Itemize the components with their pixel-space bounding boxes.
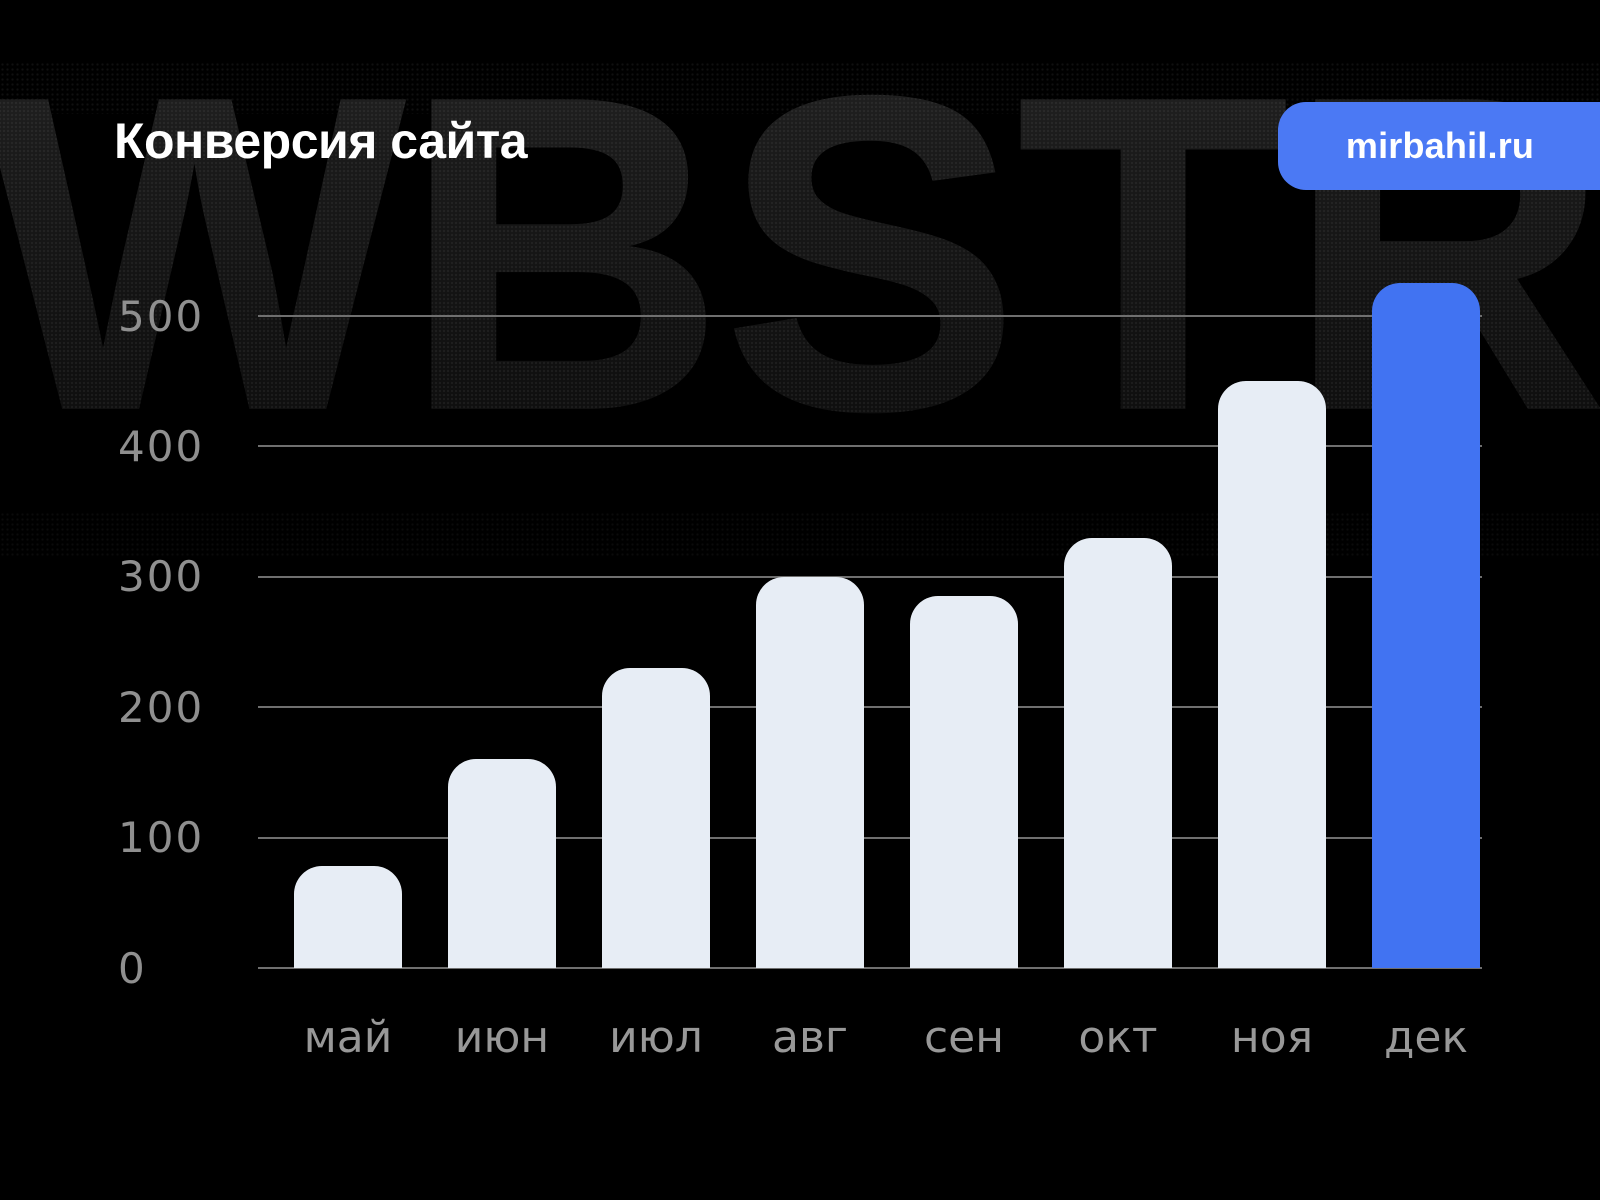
dither-noise-band: [0, 512, 1600, 558]
x-label-сен: сен: [923, 1012, 1005, 1063]
x-label-авг: авг: [771, 1012, 848, 1063]
x-label-дек: дек: [1383, 1012, 1469, 1063]
x-label-июн: июн: [454, 1012, 550, 1063]
x-label-ноя: ноя: [1230, 1012, 1314, 1063]
bar-сен: [910, 596, 1018, 968]
site-url-badge[interactable]: mirbahil.ru: [1278, 102, 1600, 190]
bar-июл: [602, 668, 710, 968]
bar-май: [294, 866, 402, 968]
gridline-400: [258, 445, 1482, 448]
gridline-100: [258, 836, 1482, 839]
site-url-label: mirbahil.ru: [1345, 125, 1535, 166]
x-label-май: май: [303, 1012, 393, 1063]
bar-ноя: [1218, 381, 1326, 968]
gridline-200: [258, 706, 1482, 709]
bar-дек: [1372, 283, 1480, 968]
bar-авг: [756, 576, 864, 968]
bar-июн: [448, 759, 556, 968]
gridline-500: [258, 315, 1482, 317]
gridline-300: [258, 575, 1482, 578]
x-label-окт: окт: [1078, 1012, 1158, 1063]
bar-окт: [1064, 537, 1172, 968]
x-label-июл: июл: [609, 1012, 703, 1063]
gridline-0: [258, 967, 1482, 969]
page-title: Конверсия сайта: [114, 113, 528, 169]
